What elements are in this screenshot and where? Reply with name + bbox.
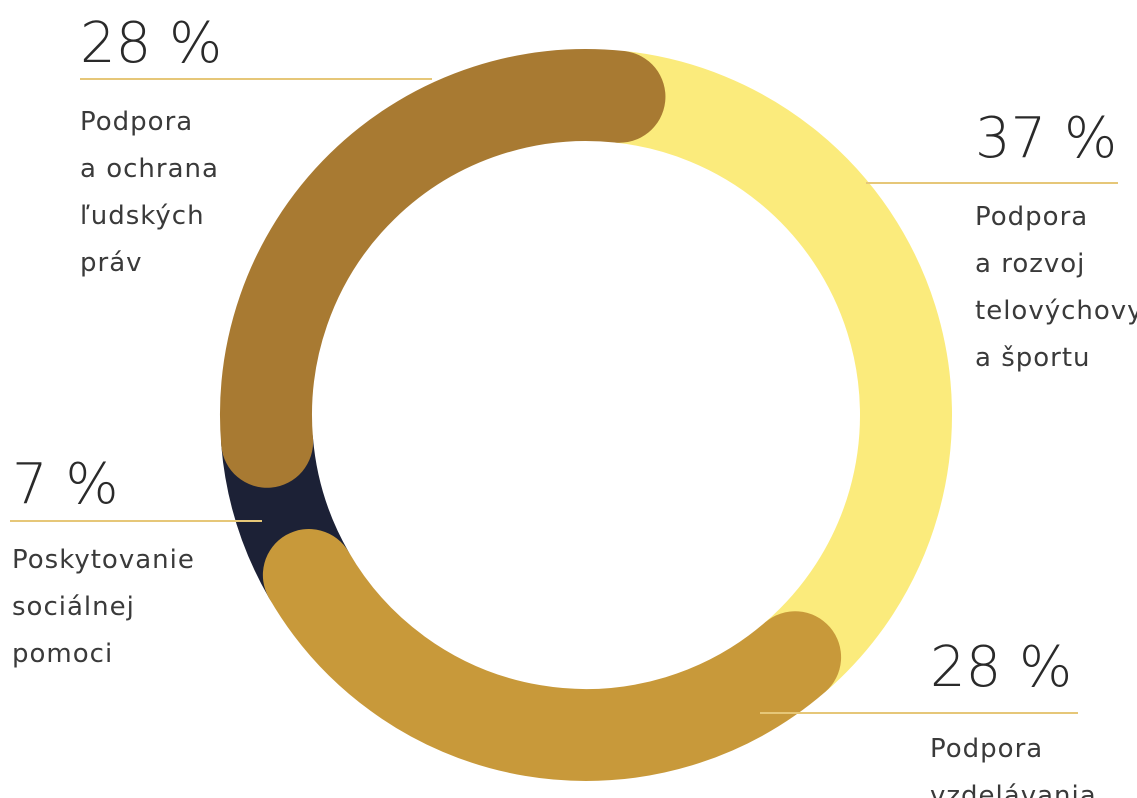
segment-label-line-2-1: sociálnej <box>12 592 135 622</box>
donut-segments <box>220 49 952 781</box>
donut-segment-1 <box>262 529 842 781</box>
segment-label-line-2-2: pomoci <box>12 639 113 669</box>
segment-label-line-3-3: práv <box>80 248 143 278</box>
donut-segment-0 <box>614 51 952 693</box>
segment-percentage-0: 37 % <box>975 106 1117 171</box>
segment-label-line-3-2: ľudských <box>80 201 205 231</box>
leader-lines <box>10 78 1118 714</box>
segment-label-line-1-0: Podpora <box>930 734 1043 764</box>
chart-labels: 37 % Podpora a rozvoj telovýchovy a športu 28… <box>12 11 1137 798</box>
segment-label-line-1-1: vzdelávania <box>930 781 1097 798</box>
segment-percentage-1: 28 % <box>930 635 1072 700</box>
segment-label-line-2-0: Poskytovanie <box>12 545 195 575</box>
segment-label-line-3-1: a ochrana <box>80 154 219 184</box>
segment-percentage-2: 7 % <box>12 452 119 517</box>
donut-segment-3 <box>220 49 666 488</box>
segment-percentage-3: 28 % <box>80 11 222 76</box>
segment-label-line-0-0: Podpora <box>975 202 1088 232</box>
segment-label-line-0-1: a rozvoj <box>975 249 1085 279</box>
segment-label-line-3-0: Podpora <box>80 107 193 137</box>
segment-label-line-0-3: a športu <box>975 343 1091 373</box>
segment-label-line-0-2: telovýchovy <box>975 296 1137 326</box>
